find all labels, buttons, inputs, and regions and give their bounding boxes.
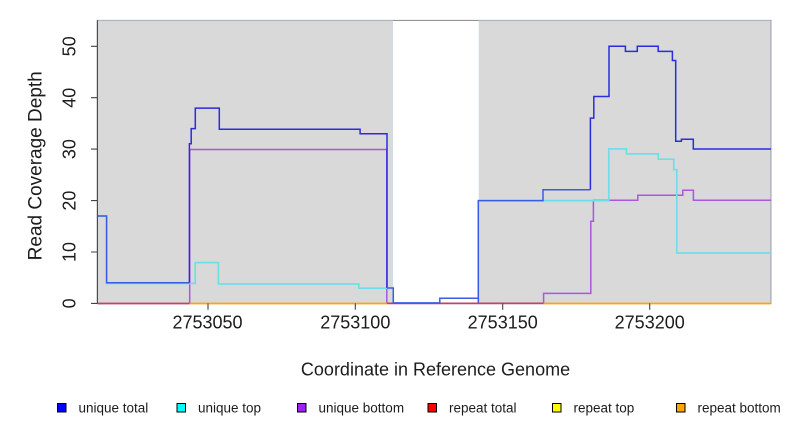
svg-text:2753200: 2753200 [615,313,685,333]
svg-text:2753100: 2753100 [320,313,390,333]
svg-text:unique top: unique top [198,401,261,416]
svg-text:0: 0 [60,298,80,308]
svg-text:2753050: 2753050 [172,313,242,333]
svg-text:30: 30 [60,139,80,159]
svg-text:Read Coverage Depth: Read Coverage Depth [26,71,47,260]
svg-text:50: 50 [60,36,80,56]
svg-text:repeat total: repeat total [449,401,517,416]
svg-text:repeat top: repeat top [574,401,635,416]
svg-text:20: 20 [60,191,80,211]
svg-text:repeat bottom: repeat bottom [698,401,781,416]
svg-text:unique total: unique total [79,401,149,416]
svg-text:40: 40 [60,88,80,108]
svg-text:Coordinate in Reference Genome: Coordinate in Reference Genome [301,360,570,380]
svg-text:10: 10 [60,242,80,262]
svg-text:unique bottom: unique bottom [319,401,405,416]
svg-text:2753150: 2753150 [468,313,538,333]
